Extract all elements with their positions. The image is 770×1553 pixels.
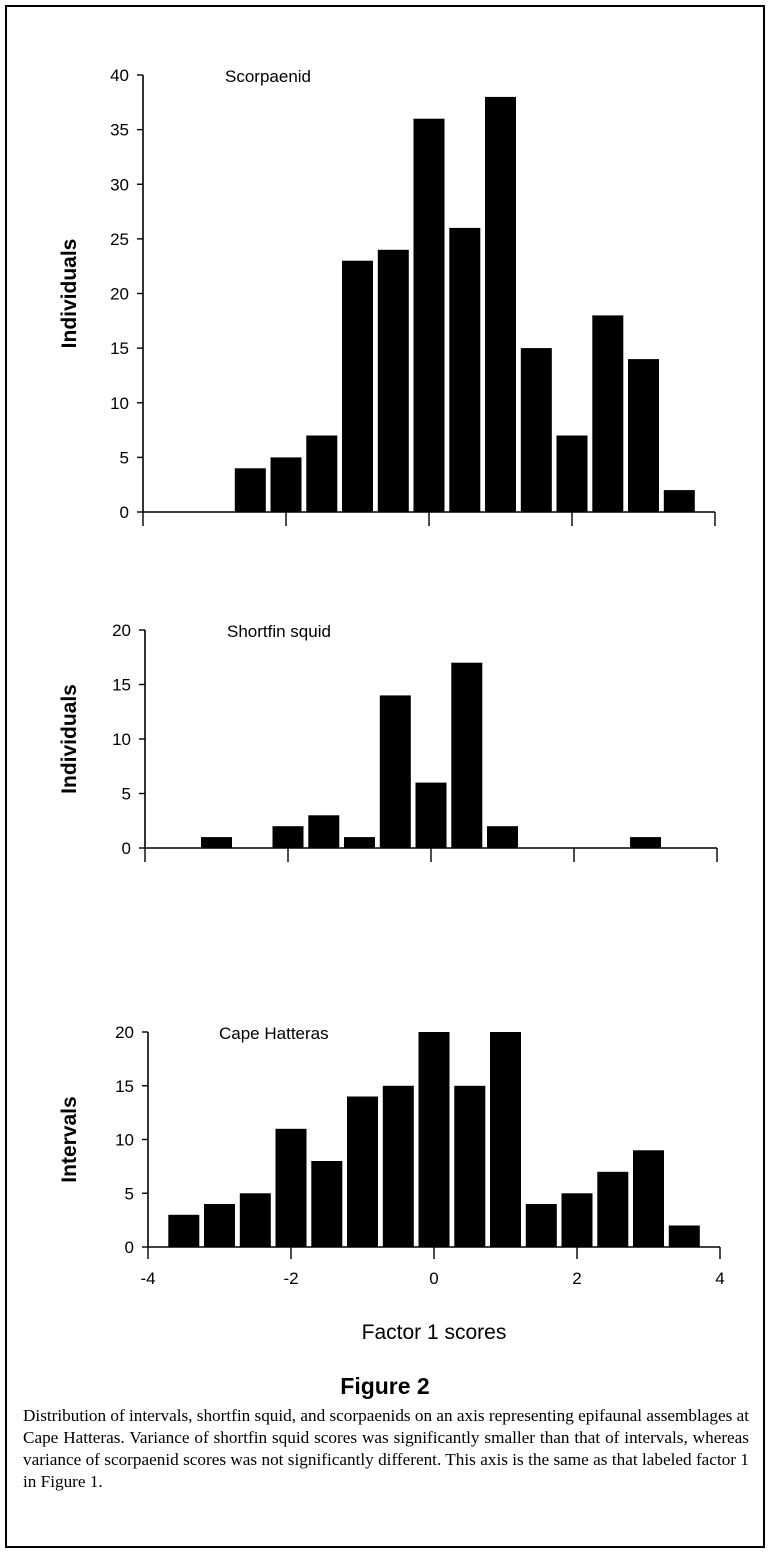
bar [556,435,588,512]
y-tick-label: 0 [122,839,131,858]
bar [592,315,624,512]
x-tick-label: 2 [572,1269,581,1288]
bar [239,1193,271,1248]
y-tick-label: 35 [110,121,129,140]
bar [344,837,375,848]
bar [668,1225,700,1247]
x-tick-label: 0 [429,1269,438,1288]
y-tick-label: 15 [115,1077,134,1096]
bar [272,826,304,848]
y-tick-label: 10 [115,1131,134,1150]
figure-charts: 0510152025303540IndividualsScorpaenid051… [58,66,725,1344]
y-tick-label: 10 [110,394,129,413]
bar [451,662,483,848]
bar [168,1214,200,1248]
y-axis-label: Intervals [58,1096,81,1182]
bar [377,249,409,513]
x-tick-label: 4 [715,1269,724,1288]
y-tick-label: 0 [120,503,129,522]
bar [487,826,518,848]
bar [347,1096,378,1247]
y-tick-label: 10 [112,730,131,749]
bar [204,1204,235,1247]
bar [275,1128,307,1248]
x-tick-label: -4 [140,1269,155,1288]
bar [382,1085,414,1248]
bar [663,490,695,512]
y-axis-label: Individuals [58,239,81,349]
y-tick-label: 5 [125,1184,134,1203]
bar [490,1032,521,1247]
chart-title: Cape Hatteras [219,1024,329,1043]
x-tick-label: -2 [283,1269,298,1288]
bar [485,96,516,513]
bar [413,118,445,512]
bar [454,1085,486,1248]
bar [520,348,552,512]
bar [418,1032,450,1247]
y-tick-label: 5 [120,448,129,467]
bar [630,837,661,848]
y-tick-label: 20 [112,621,131,640]
x-axis-label: Factor 1 scores [362,1321,507,1344]
bar [415,782,447,848]
bar [342,260,373,512]
y-tick-label: 15 [112,676,131,695]
figure-title: Figure 2 [340,1373,430,1399]
y-tick-label: 20 [115,1023,134,1042]
y-tick-label: 25 [110,230,129,249]
bar [633,1150,664,1248]
y-tick-label: 40 [110,66,129,85]
bar [379,695,411,848]
y-tick-label: 15 [110,339,129,358]
chart-title: Scorpaenid [225,67,311,86]
bar [561,1193,593,1248]
bar [270,457,302,512]
bar [525,1204,557,1247]
bar [597,1171,629,1248]
y-tick-label: 30 [110,175,129,194]
bar [308,815,340,848]
y-tick-label: 20 [110,285,129,304]
y-tick-label: 5 [122,785,131,804]
bar [311,1161,343,1247]
bar [449,227,481,512]
chart-title: Shortfin squid [227,622,331,641]
y-axis-label: Individuals [58,684,81,794]
bar [234,468,266,512]
y-tick-label: 0 [125,1238,134,1257]
figure-caption: Distribution of intervals, shortfin squi… [23,1406,749,1491]
bar [306,435,338,512]
bar [628,359,659,512]
bar [201,837,232,848]
